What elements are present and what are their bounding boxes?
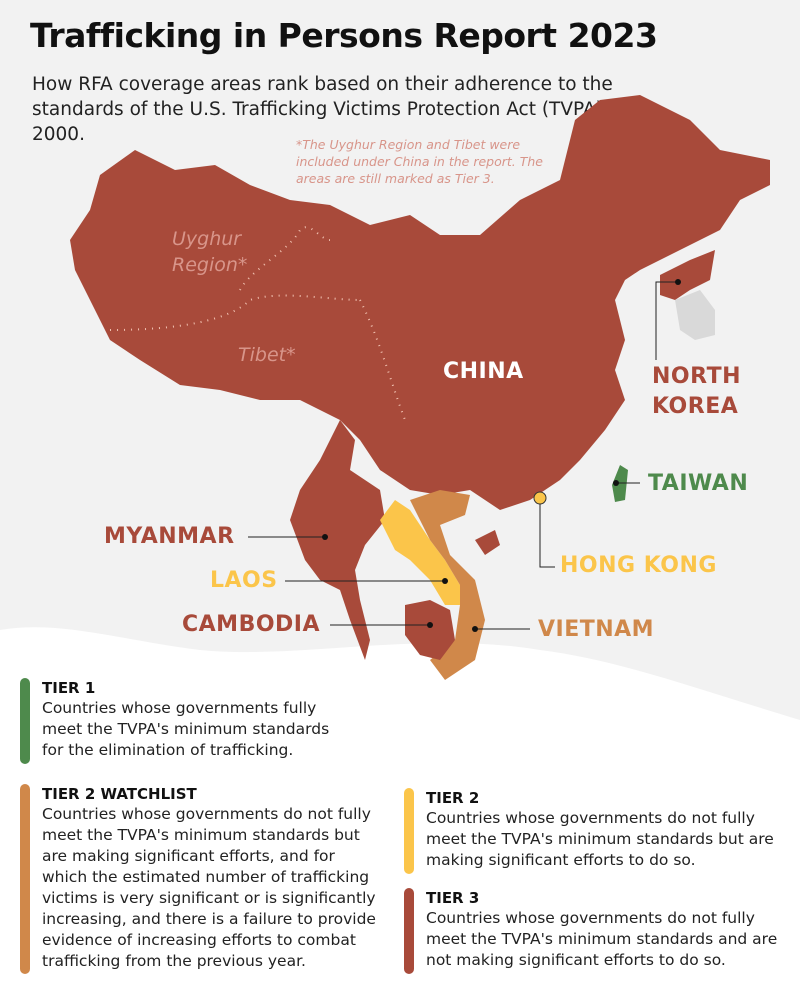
subtitle: How RFA coverage areas rank based on the… — [32, 74, 627, 145]
location-dots — [322, 279, 681, 632]
label-taiwan: TAIWAN — [648, 471, 749, 496]
map-cambodia[interactable] — [405, 600, 455, 660]
region-border-dots — [109, 226, 406, 421]
legend-tier2: TIER 2 Countries whose governments do no… — [404, 788, 784, 874]
map-hainan[interactable] — [475, 530, 500, 555]
map-south-korea — [675, 290, 715, 340]
legend-tier3: TIER 3 Countries whose governments do no… — [404, 888, 784, 974]
legend-desc: Countries whose governments do not fully… — [42, 805, 376, 970]
legend-title: TIER 2 WATCHLIST — [42, 785, 197, 803]
label-north-korea: NORTH KOREA — [652, 364, 741, 419]
label-china: CHINA — [443, 359, 524, 384]
legend-desc: Countries whose governments fully meet t… — [42, 699, 330, 759]
label-myanmar: MYANMAR — [104, 524, 235, 549]
legend-title: TIER 1 — [42, 679, 96, 697]
leader-lines — [248, 281, 678, 630]
legend-tier1: TIER 1 Countries whose governments fully… — [20, 678, 380, 764]
map-laos[interactable] — [380, 500, 460, 605]
legend-desc: Countries whose governments do not fully… — [426, 809, 774, 869]
label-hong-kong: HONG KONG — [560, 553, 717, 578]
region-label-uyghur: Uyghur Region* — [172, 228, 248, 276]
page-title: Trafficking in Persons Report 2023 — [30, 16, 658, 55]
label-cambodia: CAMBODIA — [182, 612, 321, 637]
legend-tier2-watchlist: TIER 2 WATCHLIST Countries whose governm… — [20, 784, 400, 974]
map-myanmar[interactable] — [290, 420, 385, 660]
legend-desc: Countries whose governments do not fully… — [426, 909, 778, 969]
tier2-color-bar — [404, 788, 414, 874]
map-china[interactable] — [70, 95, 770, 510]
footnote: *The Uyghur Region and Tibet were includ… — [296, 137, 543, 186]
hong-kong-marker[interactable] — [533, 491, 547, 505]
legend-title: TIER 3 — [426, 889, 480, 907]
region-label-tibet: Tibet* — [238, 344, 296, 366]
tier3-color-bar — [404, 888, 414, 974]
label-vietnam: VIETNAM — [538, 617, 655, 642]
map-vietnam[interactable] — [410, 490, 485, 680]
tier1-color-bar — [20, 678, 30, 764]
tier2-watchlist-color-bar — [20, 784, 30, 974]
legend-title: TIER 2 — [426, 789, 480, 807]
label-laos: LAOS — [210, 568, 278, 593]
map-north-korea[interactable] — [660, 250, 715, 300]
